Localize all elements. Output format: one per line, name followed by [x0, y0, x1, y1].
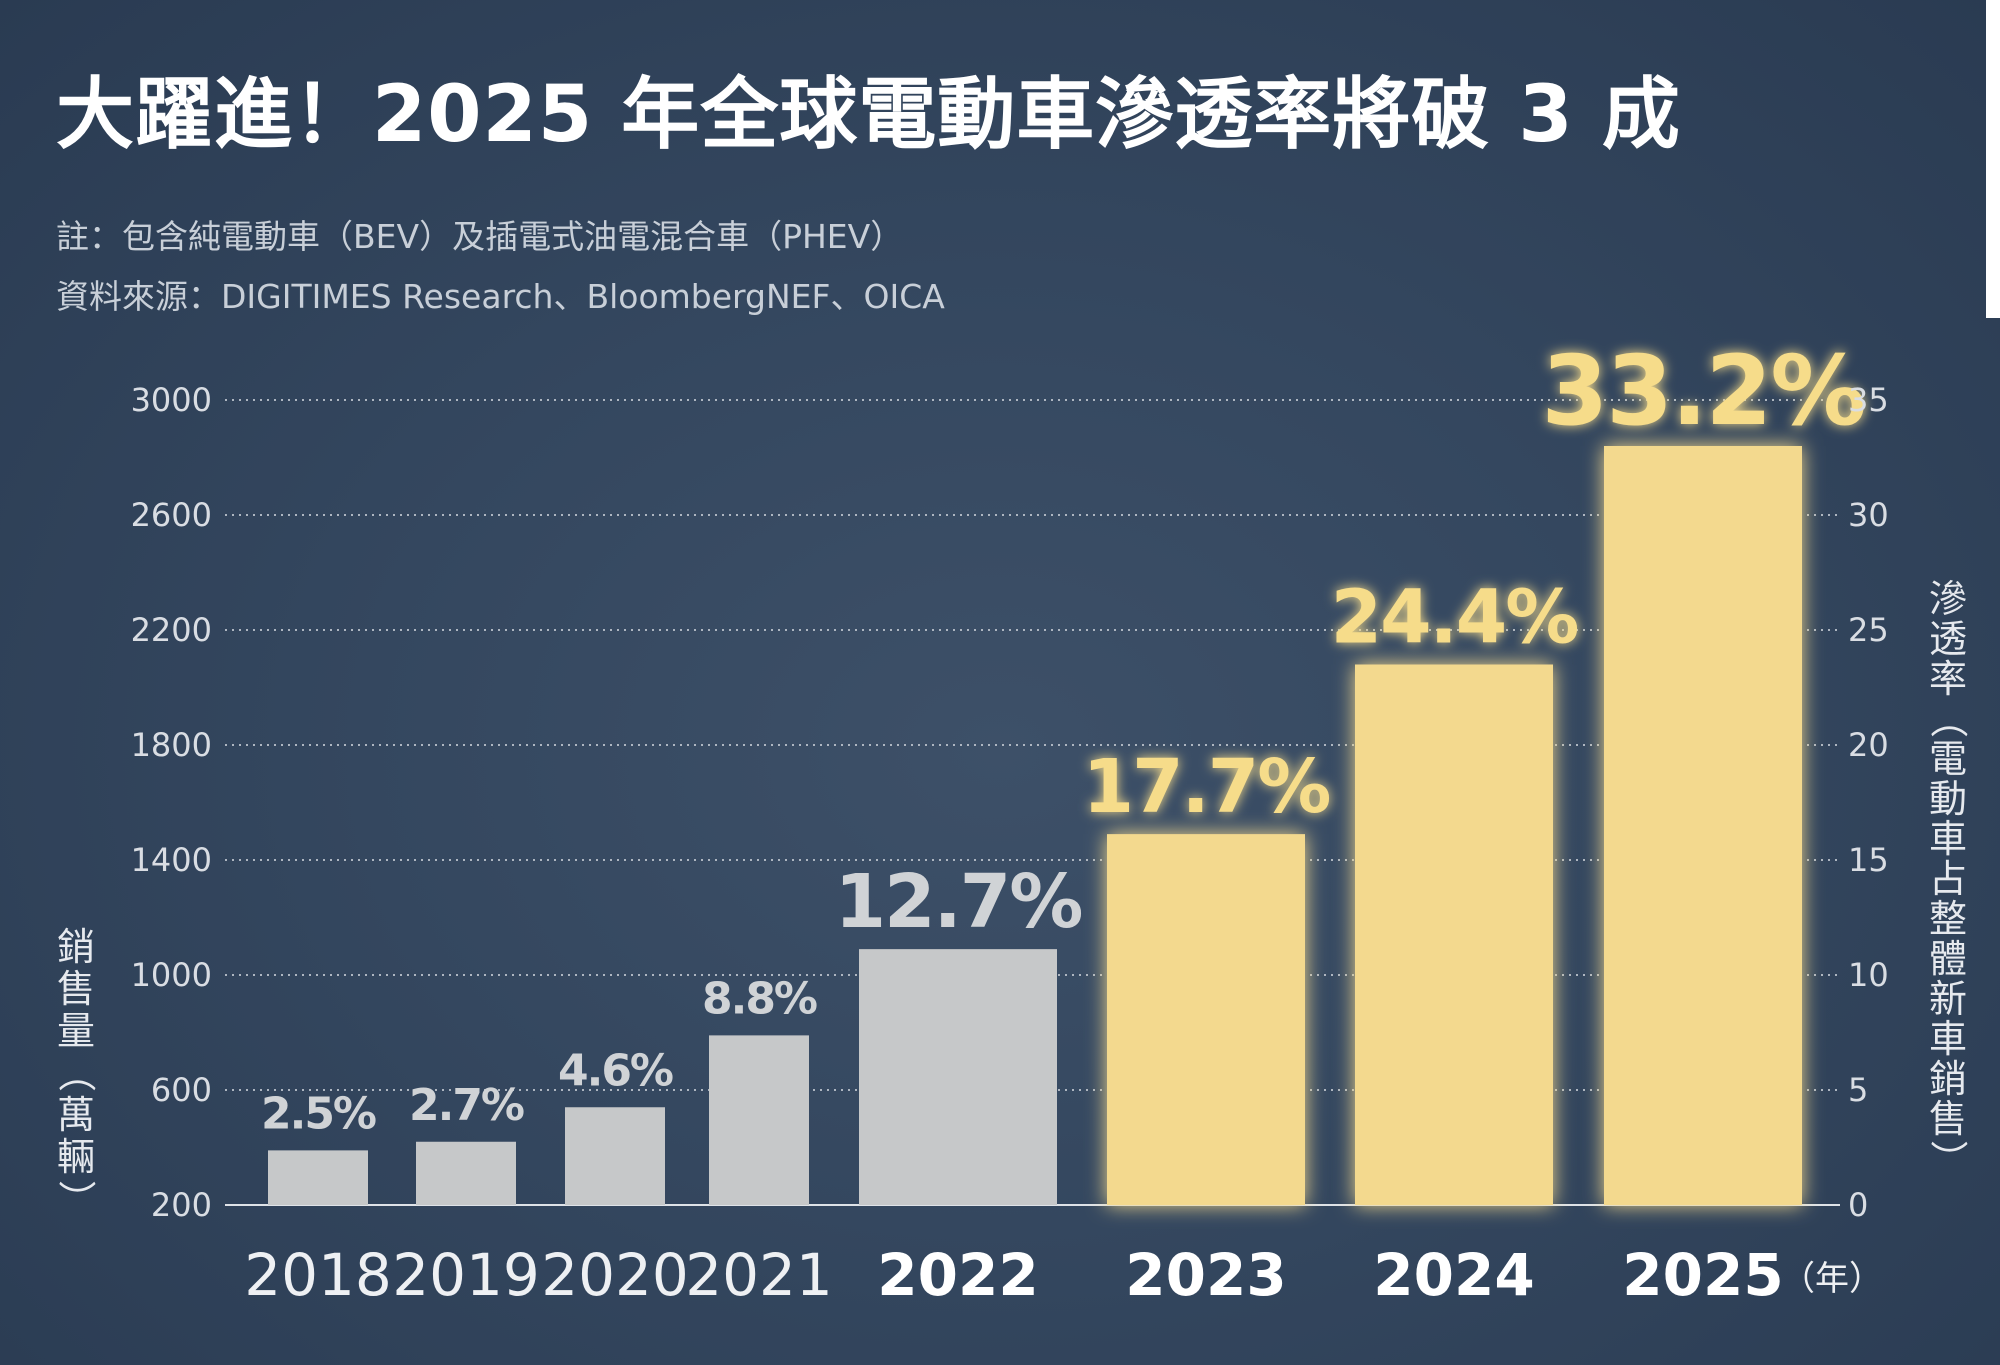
- y2-axis-title-char: 占: [1929, 857, 1967, 901]
- penetration-label-2020: 4.6%: [558, 1045, 673, 1096]
- bar-2018: [268, 1150, 368, 1205]
- bar-2022: [859, 949, 1057, 1205]
- y2-tick-label: 0: [1848, 1186, 1868, 1224]
- y2-tick-label: 25: [1848, 611, 1889, 649]
- x-tick-label-2023: 2023: [1125, 1241, 1286, 1309]
- x-tick-label-2018: 2018: [244, 1241, 392, 1309]
- y-axis-title: 銷售量（萬輛）: [54, 925, 98, 1218]
- y2-axis-title-char: 電: [1929, 737, 1967, 781]
- y2-axis-title-char: 新: [1929, 977, 1967, 1021]
- y2-axis-title-char: 動: [1929, 777, 1967, 821]
- bar-2024: [1355, 664, 1553, 1205]
- x-tick-label-2024: 2024: [1373, 1241, 1534, 1309]
- y2-axis-title-char: 售: [1929, 1097, 1967, 1141]
- y-tick-label: 2200: [131, 611, 212, 649]
- y-tick-label: 2600: [131, 496, 212, 534]
- chart-title: 大躍進！2025 年全球電動車滲透率將破 3 成: [56, 70, 1681, 160]
- y-axis-title-char: 量: [57, 1009, 95, 1053]
- y2-tick-label: 5: [1848, 1071, 1868, 1109]
- x-tick-label-2025: 2025: [1622, 1241, 1783, 1309]
- y-tick-label: 1800: [131, 726, 212, 764]
- y2-axis-title-char: 銷: [1929, 1057, 1967, 1101]
- y2-tick-label: 20: [1848, 726, 1889, 764]
- x-tick-label-2021: 2021: [685, 1241, 833, 1309]
- y-axis-title-char: 銷: [57, 925, 95, 969]
- penetration-label-2018: 2.5%: [261, 1088, 376, 1139]
- y-axis-title-char: 輛: [57, 1135, 95, 1179]
- penetration-label-2025: 33.2%: [1541, 335, 1864, 447]
- y2-tick-label: 30: [1848, 496, 1889, 534]
- y2-axis-title-char: 體: [1929, 937, 1967, 981]
- y2-tick-label: 10: [1848, 956, 1889, 994]
- y-axis-title-char: （: [54, 1054, 98, 1092]
- bar-2023: [1107, 834, 1305, 1205]
- x-tick-label-2020: 2020: [541, 1241, 689, 1309]
- chart-note: 註：包含純電動車（BEV）及插電式油電混合車（PHEV）: [56, 217, 904, 256]
- y-axis-title-char: ）: [54, 1180, 98, 1218]
- y-tick-label: 3000: [131, 381, 212, 419]
- y-tick-label: 600: [151, 1071, 212, 1109]
- y2-axis-title-char: ）: [1926, 1140, 1970, 1178]
- y2-axis-title-char: 車: [1929, 1017, 1967, 1061]
- y-tick-label: 200: [151, 1186, 212, 1224]
- x-tick-label-2019: 2019: [392, 1241, 540, 1309]
- y2-axis-title-char: 透: [1929, 617, 1967, 661]
- bar-2020: [565, 1107, 665, 1205]
- y2-axis-title-char: （: [1926, 700, 1970, 738]
- y-axis-title-char: 萬: [57, 1093, 95, 1137]
- y-tick-label: 1000: [131, 956, 212, 994]
- y-axis-title-char: 售: [57, 967, 95, 1011]
- penetration-label-2022: 12.7%: [835, 859, 1082, 945]
- y2-axis-title-char: 率: [1929, 657, 1967, 701]
- y2-axis-title-char: 整: [1929, 897, 1967, 941]
- y2-tick-label: 35: [1848, 381, 1889, 419]
- x-axis-unit: （年）: [1781, 1259, 1883, 1299]
- y2-axis-title-char: 車: [1929, 817, 1967, 861]
- y2-axis-title-char: 滲: [1929, 577, 1967, 621]
- bar-2021: [709, 1035, 809, 1205]
- penetration-label-2024: 24.4%: [1331, 575, 1578, 661]
- x-tick-label-2022: 2022: [877, 1241, 1038, 1309]
- bar-2025: [1604, 446, 1802, 1205]
- penetration-label-2023: 17.7%: [1083, 744, 1330, 830]
- y2-tick-label: 15: [1848, 841, 1889, 879]
- penetration-label-2021: 8.8%: [702, 973, 817, 1024]
- chart-source: 資料來源：DIGITIMES Research、BloombergNEF、OIC…: [56, 277, 945, 316]
- bar-2019: [416, 1141, 516, 1205]
- penetration-label-2019: 2.7%: [409, 1080, 524, 1131]
- page-edge: [1986, 0, 2000, 318]
- y-tick-label: 1400: [131, 841, 212, 879]
